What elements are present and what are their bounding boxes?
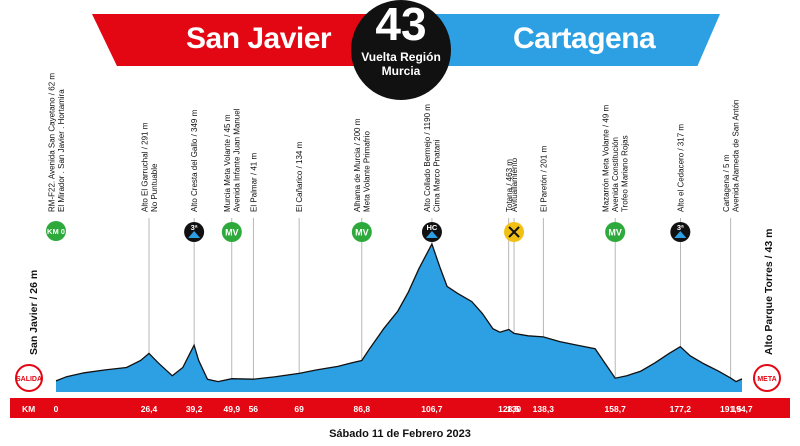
finish-tag: META [757,376,776,383]
climb-category-label: HC [427,223,438,232]
stage-number: 43 [375,0,427,50]
waypoint-label: Totana / 463 m [505,159,514,212]
distance-mark: 39,2 [186,404,203,414]
waypoint-label: Alto el Cedacero / 317 m [676,124,685,212]
waypoint-label: Cima Marco Pnatani [433,139,442,212]
waypoint-label: El Mirador . San Javier . Hortamira [57,89,66,212]
sprint-icon-label: MV [355,228,369,238]
waypoint-label: Cartagena / 5 m [722,154,731,212]
waypoint-label: El Paretón / 201 m [539,145,548,212]
climb-category-label: 3ª [677,223,684,232]
start-flag-icon [15,364,43,392]
waypoint-label: No Puntuable [150,163,159,212]
waypoint-label: Avenida Alameda de San Antón [732,100,741,212]
km0-label: KM 0 [47,227,65,236]
waypoint-label: Alto El Garruchal / 291 m [140,122,149,212]
distance-mark: 106,7 [421,404,443,414]
race-name-line2: Murcia [381,64,421,78]
mountain-icon [674,231,687,238]
start-city: San Javier [186,22,332,55]
start-tag: SALIDA [16,376,42,383]
distance-mark: 56 [249,404,259,414]
distance-mark: 49,9 [224,404,241,414]
waypoint-label: Mazarrón Meta Volante / 49 m [602,105,611,213]
waypoint-labels: RM-F22. Avenida San Cayetano / 62 m El Mi… [47,73,740,212]
elevation-line [55,242,743,383]
finish-flag-icon [753,364,781,392]
distance-mark: 191,5 [720,404,742,414]
climb-category-label: 3ª [191,223,198,232]
finish-city: Cartagena [513,22,656,55]
distance-mark: 138,3 [533,404,555,414]
waypoint-label: Alhama de Murcia / 200 m [353,118,362,212]
waypoint-label: El Palmar / 41 m [249,153,258,212]
race-name-line1: Vuelta Región [361,50,441,64]
elevation-area [56,244,742,392]
waypoint-label: Avituallamiento [510,157,519,212]
waypoint-label: Alto Collado Bermejo / 1190 m [423,104,432,212]
distance-mark: 130 [507,404,521,414]
finish-name: Alto Parque Torres / 43 m [763,229,775,355]
waypoint-label: Trofeo Mariano Rojas [621,135,630,212]
waypoint-guides [148,218,732,380]
distance-bar [10,398,790,418]
km0-icon [46,221,66,241]
distance-mark: 86,8 [354,404,371,414]
distance-mark: 128,5 [498,404,520,414]
race-date: Sábado 11 de Febrero 2023 [329,428,471,440]
distance-mark: 26,4 [141,404,158,414]
distance-mark: 69 [294,404,304,414]
sprint-icon-label: MV [608,228,622,238]
distance-mark: 0 [54,404,59,414]
waypoint-label: Alto Cresta del Gallo / 349 m [190,109,199,212]
start-name: San Javier / 26 m [28,270,40,355]
waypoint-label: Avenida Constitución [611,137,620,212]
distance-mark: 194,7 [731,404,753,414]
waypoint-label: Avenida Infante Juan Manuel [233,108,242,212]
mountain-icon [188,231,201,238]
sprint-icon-label: MV [225,228,239,238]
sprint-icon [221,222,242,242]
mountain-icon [425,231,438,238]
waypoint-label: Murcia Meta Volante / 45 m [223,114,232,212]
waypoint-icons: 3ª MV MV HC MV 3ª [184,222,691,242]
stage-badge: 43 Vuelta Región Murcia [351,0,451,100]
waypoint-label: RM-F22. Avenida San Cayetano / 62 m [47,73,56,212]
distance-bar-prefix: KM [22,404,35,414]
cutlery-icon [508,226,520,238]
finish-banner [398,14,720,66]
waypoint-label: Meta Volante Primafrio [363,131,372,212]
sprint-icon [351,222,372,242]
waypoint-label: El Cañarico / 134 m [295,141,304,212]
distance-mark: 158,7 [605,404,627,414]
sprint-icon [605,222,626,242]
distance-mark: 177,2 [670,404,692,414]
